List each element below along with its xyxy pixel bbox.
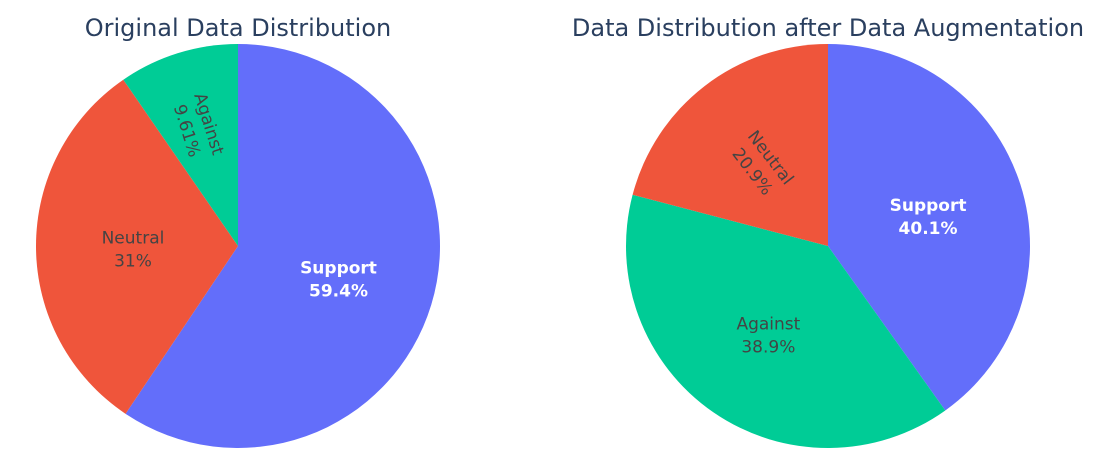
augmented-distribution-pie: Data Distribution after Data Augmentatio… [572,14,1084,448]
pie-slice-support[interactable] [828,44,1031,411]
pie-slice-against[interactable] [123,44,238,246]
chart-title: Original Data Distribution [85,14,392,42]
slice-label-support: Support 40.1% [890,196,967,239]
pie-slice-neutral[interactable] [36,79,238,414]
original-distribution-pie: Original Data Distribution Support 59.4% N… [36,14,440,449]
pie-slice-against[interactable] [626,194,946,448]
slice-label-name: Support [890,196,967,216]
pie-slice-support[interactable] [125,44,440,449]
pie-slice-neutral[interactable] [632,44,828,246]
slice-label-percent: 59.4% [309,282,368,302]
slice-label-percent: 31% [114,252,152,272]
slice-label-name: Neutral [102,229,165,249]
chart-title: Data Distribution after Data Augmentatio… [572,14,1084,42]
slice-label-support: Support 59.4% [300,259,377,302]
slice-label-against: Against 38.9% [736,314,800,357]
slice-label-name: Against [736,314,800,334]
slice-label-name: Support [300,259,377,279]
slice-label-percent: 38.9% [741,337,795,357]
slice-label-percent: 40.1% [899,219,958,239]
slice-label-neutral: Neutral 31% [102,229,165,272]
